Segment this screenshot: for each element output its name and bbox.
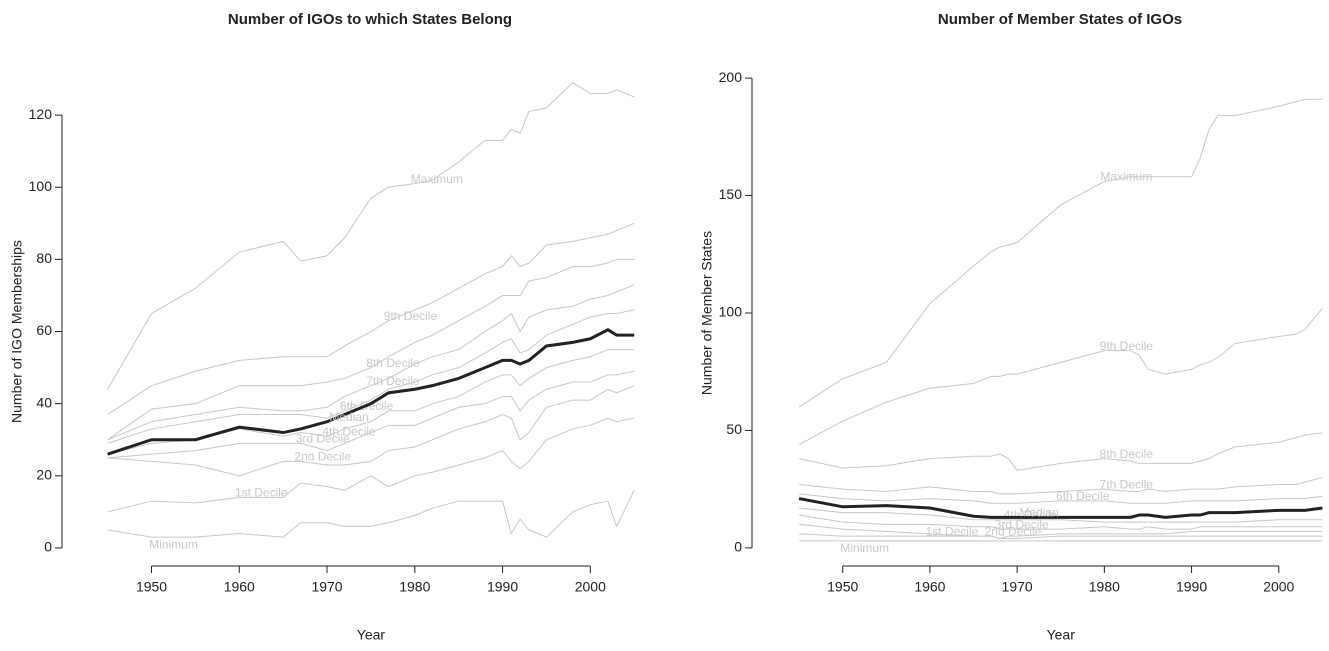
series-line bbox=[107, 417, 635, 513]
y-tick-label: 40 bbox=[36, 394, 52, 410]
series-label: 8th Decile bbox=[366, 356, 420, 370]
series-line bbox=[107, 284, 635, 441]
series-line bbox=[799, 507, 1323, 523]
series-line bbox=[799, 476, 1323, 495]
y-tick-label: 150 bbox=[719, 186, 743, 202]
series-line bbox=[107, 82, 635, 390]
series-line bbox=[107, 349, 635, 455]
series-line bbox=[798, 432, 1323, 471]
series-label: Median bbox=[1019, 506, 1058, 520]
series-label: 3rd Decile bbox=[995, 517, 1049, 531]
series-line bbox=[107, 370, 635, 459]
series-label: 2nd Decile bbox=[294, 450, 351, 464]
y-tick-label: 80 bbox=[36, 250, 52, 266]
series-line bbox=[107, 258, 635, 441]
series-label: 8th Decile bbox=[1100, 447, 1154, 461]
series-line bbox=[799, 493, 1323, 504]
series-label: 1st Decile bbox=[235, 486, 288, 500]
series-label: 4th Decile bbox=[322, 424, 376, 438]
series-label: Maximum bbox=[411, 172, 463, 186]
y-tick-label: 100 bbox=[29, 178, 53, 194]
y-axis-label: Number of Member States bbox=[699, 231, 715, 395]
series-line bbox=[107, 222, 635, 415]
x-tick-label: 1970 bbox=[1002, 579, 1033, 595]
series-line bbox=[798, 98, 1323, 408]
series-label: Minimum bbox=[149, 537, 198, 551]
series-label: Minimum bbox=[840, 541, 889, 555]
x-tick-label: 1990 bbox=[487, 579, 518, 595]
series-label: 3rd Decile bbox=[296, 432, 350, 446]
y-tick-label: 60 bbox=[36, 322, 52, 338]
series-label: 9th Decile bbox=[384, 309, 438, 323]
series-line bbox=[799, 514, 1323, 530]
series-line bbox=[798, 497, 1323, 519]
x-tick-label: 2000 bbox=[1263, 579, 1294, 595]
x-tick-label: 1980 bbox=[1089, 579, 1120, 595]
y-axis-label: Number of IGO Memberships bbox=[9, 240, 25, 423]
y-tick-label: 120 bbox=[29, 106, 53, 122]
series-label: 6th Decile bbox=[1056, 489, 1110, 503]
y-tick-label: 0 bbox=[44, 539, 52, 555]
y-tick-label: 0 bbox=[734, 539, 742, 555]
x-tick-label: 1990 bbox=[1176, 579, 1207, 595]
series-line bbox=[798, 307, 1323, 445]
series-line bbox=[107, 309, 635, 444]
series-line bbox=[107, 490, 635, 538]
x-tick-label: 1960 bbox=[914, 579, 945, 595]
series-line bbox=[799, 533, 1323, 540]
y-tick-label: 100 bbox=[719, 304, 743, 320]
x-tick-label: 1950 bbox=[136, 579, 167, 595]
chart-title: Number of IGOs to which States Belong bbox=[228, 11, 512, 28]
x-tick-label: 1960 bbox=[224, 579, 255, 595]
series-label: Maximum bbox=[1100, 170, 1152, 184]
series-label: 1st Decile bbox=[926, 524, 979, 538]
series-label: 7th Decile bbox=[366, 374, 420, 388]
x-tick-label: 1970 bbox=[311, 579, 342, 595]
series-line bbox=[799, 523, 1323, 540]
series-label: 2nd Decile bbox=[985, 524, 1042, 538]
series-label: Median bbox=[329, 410, 368, 424]
x-tick-label: 1980 bbox=[399, 579, 430, 595]
x-tick-label: 1950 bbox=[827, 579, 858, 595]
y-tick-label: 200 bbox=[719, 69, 743, 85]
x-axis-label: Year bbox=[357, 627, 386, 643]
x-axis-label: Year bbox=[1047, 627, 1076, 643]
series-label: 9th Decile bbox=[1100, 339, 1154, 353]
chart-title: Number of Member States of IGOs bbox=[938, 11, 1182, 28]
series-label: 7th Decile bbox=[1100, 477, 1154, 491]
y-tick-label: 20 bbox=[36, 467, 52, 483]
series-line bbox=[107, 328, 635, 456]
y-tick-label: 50 bbox=[726, 421, 742, 437]
x-tick-label: 2000 bbox=[575, 579, 606, 595]
series-line bbox=[107, 385, 635, 477]
